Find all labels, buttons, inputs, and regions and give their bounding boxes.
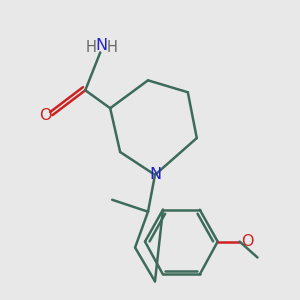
Text: H: H [86,40,97,56]
Text: O: O [241,234,253,249]
Text: H: H [107,40,118,56]
Text: N: N [96,38,108,53]
Text: N: N [149,167,161,182]
Text: O: O [39,108,51,123]
